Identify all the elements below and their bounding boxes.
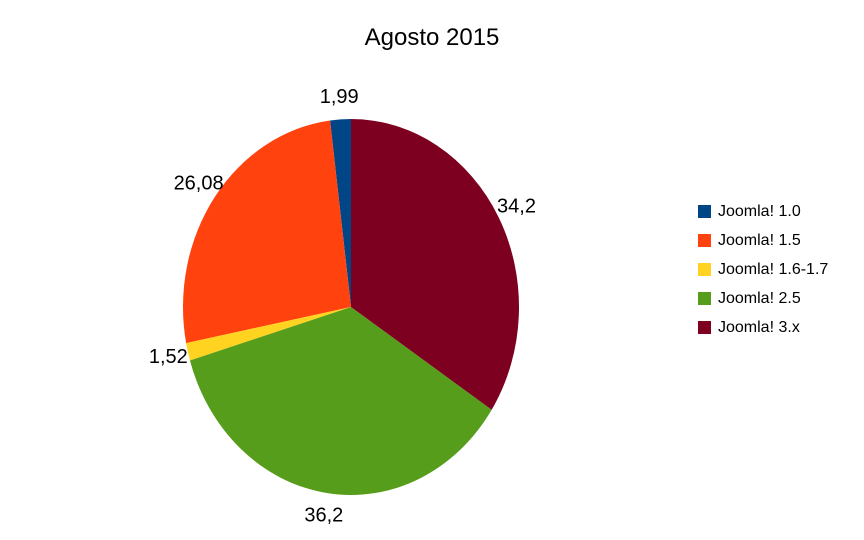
legend-swatch-joomla-1-6-1-7 <box>698 263 711 276</box>
pie-slice-0[interactable] <box>330 119 351 307</box>
slice-value-label-1: 26,08 <box>174 173 224 195</box>
pie-slice-2[interactable] <box>186 307 351 361</box>
slice-value-label-2: 1,52 <box>149 346 188 368</box>
pie-slice-3[interactable] <box>189 307 492 495</box>
legend-item-joomla-2-5[interactable]: Joomla! 2.5 <box>698 284 828 313</box>
chart-legend: Joomla! 1.0 Joomla! 1.5 Joomla! 1.6-1.7 … <box>698 197 828 342</box>
legend-item-joomla-1-6-1-7[interactable]: Joomla! 1.6-1.7 <box>698 255 828 284</box>
legend-label-joomla-1-0: Joomla! 1.0 <box>718 202 801 220</box>
slice-value-label-3: 36,2 <box>304 504 343 526</box>
slice-value-label-0: 1,99 <box>320 86 359 108</box>
legend-swatch-joomla-2-5 <box>698 292 711 305</box>
chart-title: Agosto 2015 <box>364 24 500 51</box>
legend-label-joomla-1-6-1-7: Joomla! 1.6-1.7 <box>718 260 829 278</box>
pie-slice-4[interactable] <box>351 119 519 410</box>
legend-item-joomla-1-0[interactable]: Joomla! 1.0 <box>698 197 828 226</box>
legend-swatch-joomla-3-x <box>698 321 711 334</box>
legend-label-joomla-1-5: Joomla! 1.5 <box>718 231 801 249</box>
legend-swatch-joomla-1-5 <box>698 234 711 247</box>
legend-item-joomla-1-5[interactable]: Joomla! 1.5 <box>698 226 828 255</box>
legend-item-joomla-3-x[interactable]: Joomla! 3.x <box>698 313 828 342</box>
legend-swatch-joomla-1-0 <box>698 205 711 218</box>
legend-label-joomla-2-5: Joomla! 2.5 <box>718 289 801 307</box>
legend-label-joomla-3-x: Joomla! 3.x <box>718 318 800 336</box>
pie-slice-1[interactable] <box>182 120 351 344</box>
slice-value-label-4: 34,2 <box>497 196 536 218</box>
